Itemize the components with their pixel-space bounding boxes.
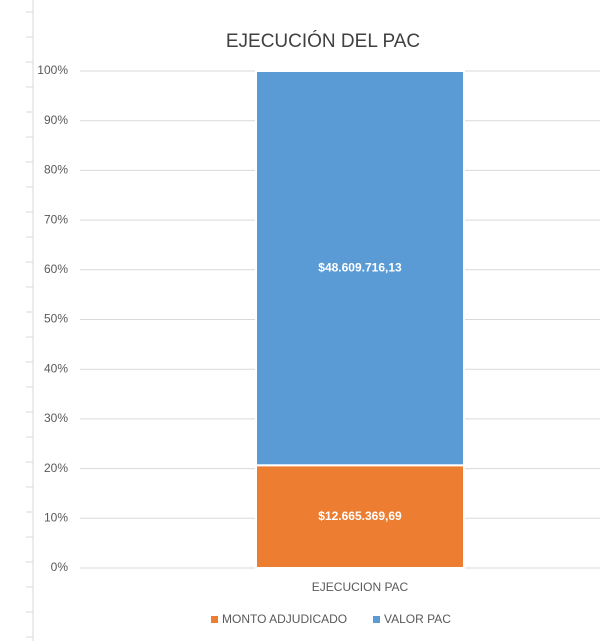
data-label: $12.665.369,69 [318,509,402,523]
legend-label: MONTO ADJUDICADO [222,612,347,626]
y-tick-label: 90% [44,113,68,127]
y-tick-label: 80% [44,163,68,177]
legend-swatch [211,616,218,623]
y-tick-label: 100% [37,63,68,77]
legend-swatch [373,616,380,623]
y-tick-label: 0% [51,560,69,574]
y-tick-label: 30% [44,411,68,425]
y-tick-label: 40% [44,361,68,375]
y-tick-label: 10% [44,510,68,524]
chart-title: EJECUCIÓN DEL PAC [226,30,420,52]
y-tick-label: 20% [44,461,68,475]
legend-label: VALOR PAC [384,612,451,626]
y-tick-label: 60% [44,262,68,276]
y-tick-label: 70% [44,212,68,226]
bar-segment [255,70,465,467]
data-label: $48.609.716,13 [318,260,402,274]
bar-segment [255,464,465,569]
y-tick-label: 50% [44,312,68,326]
x-tick-label: EJECUCION PAC [312,580,409,594]
